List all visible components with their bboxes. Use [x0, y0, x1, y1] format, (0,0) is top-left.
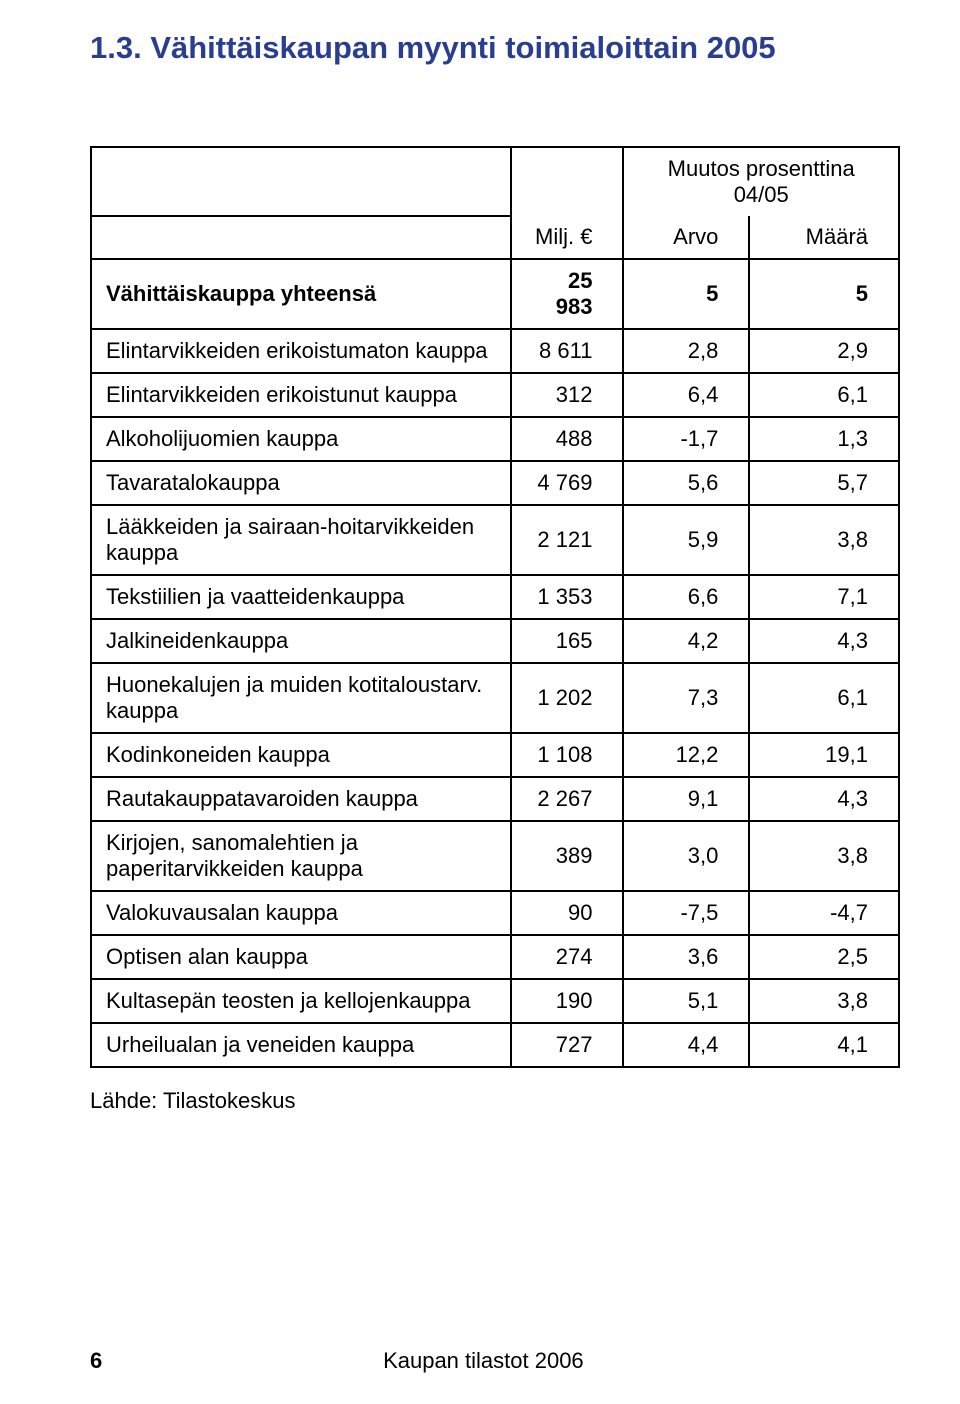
row-value: 312: [511, 373, 623, 417]
data-table: Muutos prosenttina 04/05Milj. €ArvoMäärä…: [90, 146, 900, 1068]
row-value: -1,7: [623, 417, 749, 461]
table-row: Vähittäiskauppa yhteensä25 98355: [91, 259, 899, 329]
row-label: Tavaratalokauppa: [91, 461, 511, 505]
row-label: Elintarvikkeiden erikoistunut kauppa: [91, 373, 511, 417]
row-value: 3,8: [749, 979, 899, 1023]
source-label: Lähde: Tilastokeskus: [90, 1088, 900, 1114]
row-value: 3,8: [749, 505, 899, 575]
row-value: 1 202: [511, 663, 623, 733]
row-value: 5,7: [749, 461, 899, 505]
row-label: Kirjojen, sanomalehtien ja paperitarvikk…: [91, 821, 511, 891]
header-empty: [91, 147, 511, 216]
row-value: 190: [511, 979, 623, 1023]
row-value: 6,4: [623, 373, 749, 417]
row-value: 1 353: [511, 575, 623, 619]
table-row: Kirjojen, sanomalehtien ja paperitarvikk…: [91, 821, 899, 891]
row-value: 12,2: [623, 733, 749, 777]
row-label: Elintarvikkeiden erikoistumaton kauppa: [91, 329, 511, 373]
header-row-2: Milj. €ArvoMäärä: [91, 216, 899, 259]
row-value: 5,1: [623, 979, 749, 1023]
row-value: 9,1: [623, 777, 749, 821]
row-value: 7,1: [749, 575, 899, 619]
row-value: 25 983: [511, 259, 623, 329]
row-value: -4,7: [749, 891, 899, 935]
table-row: Huonekalujen ja muiden kotitaloustarv. k…: [91, 663, 899, 733]
row-value: 3,8: [749, 821, 899, 891]
page: 1.3. Vähittäiskaupan myynti toimialoitta…: [0, 0, 960, 1404]
footer-text: Kaupan tilastot 2006: [108, 1348, 858, 1374]
row-value: 1,3: [749, 417, 899, 461]
row-label: Tekstiilien ja vaatteidenkauppa: [91, 575, 511, 619]
row-value: 2 267: [511, 777, 623, 821]
row-value: 4 769: [511, 461, 623, 505]
row-label: Urheilualan ja veneiden kauppa: [91, 1023, 511, 1067]
header-top: Muutos prosenttina 04/05: [623, 147, 899, 216]
table-row: Kodinkoneiden kauppa1 10812,219,1: [91, 733, 899, 777]
table-row: Tavaratalokauppa4 7695,65,7: [91, 461, 899, 505]
row-value: 4,4: [623, 1023, 749, 1067]
table-row: Elintarvikkeiden erikoistunut kauppa3126…: [91, 373, 899, 417]
row-value: 4,1: [749, 1023, 899, 1067]
table-body: Vähittäiskauppa yhteensä25 98355Elintarv…: [91, 259, 899, 1067]
row-value: 488: [511, 417, 623, 461]
row-label: Jalkineidenkauppa: [91, 619, 511, 663]
row-label: Vähittäiskauppa yhteensä: [91, 259, 511, 329]
row-value: 8 611: [511, 329, 623, 373]
table-row: Rautakauppatavaroiden kauppa2 2679,14,3: [91, 777, 899, 821]
table-row: Valokuvausalan kauppa90-7,5-4,7: [91, 891, 899, 935]
row-value: 727: [511, 1023, 623, 1067]
row-value: 2 121: [511, 505, 623, 575]
table-row: Optisen alan kauppa2743,62,5: [91, 935, 899, 979]
col-header: Määrä: [749, 216, 899, 259]
table-row: Kultasepän teosten ja kellojenkauppa1905…: [91, 979, 899, 1023]
table-row: Urheilualan ja veneiden kauppa7274,44,1: [91, 1023, 899, 1067]
row-label: Kodinkoneiden kauppa: [91, 733, 511, 777]
row-value: 90: [511, 891, 623, 935]
table-row: Elintarvikkeiden erikoistumaton kauppa8 …: [91, 329, 899, 373]
col-header: Milj. €: [511, 216, 623, 259]
header-empty-2: [91, 216, 511, 259]
row-value: 5,9: [623, 505, 749, 575]
row-value: 19,1: [749, 733, 899, 777]
header-row-1: Muutos prosenttina 04/05: [91, 147, 899, 216]
row-label: Kultasepän teosten ja kellojenkauppa: [91, 979, 511, 1023]
row-value: -7,5: [623, 891, 749, 935]
row-value: 4,3: [749, 619, 899, 663]
row-value: 3,0: [623, 821, 749, 891]
row-value: 6,6: [623, 575, 749, 619]
row-value: 389: [511, 821, 623, 891]
footer: 6 Kaupan tilastot 2006: [90, 1348, 900, 1374]
header-empty-milj: [511, 147, 623, 216]
row-label: Valokuvausalan kauppa: [91, 891, 511, 935]
row-value: 5,6: [623, 461, 749, 505]
row-value: 4,2: [623, 619, 749, 663]
table-row: Jalkineidenkauppa1654,24,3: [91, 619, 899, 663]
row-label: Alkoholijuomien kauppa: [91, 417, 511, 461]
table-row: Lääkkeiden ja sairaan-hoitarvikkeiden ka…: [91, 505, 899, 575]
footer-page-number: 6: [90, 1348, 102, 1374]
row-value: 2,5: [749, 935, 899, 979]
row-label: Huonekalujen ja muiden kotitaloustarv. k…: [91, 663, 511, 733]
row-label: Rautakauppatavaroiden kauppa: [91, 777, 511, 821]
row-value: 274: [511, 935, 623, 979]
row-value: 6,1: [749, 663, 899, 733]
page-title: 1.3. Vähittäiskaupan myynti toimialoitta…: [90, 30, 900, 66]
row-value: 7,3: [623, 663, 749, 733]
row-value: 3,6: [623, 935, 749, 979]
row-label: Lääkkeiden ja sairaan-hoitarvikkeiden ka…: [91, 505, 511, 575]
row-value: 5: [623, 259, 749, 329]
row-value: 165: [511, 619, 623, 663]
table-row: Alkoholijuomien kauppa488-1,71,3: [91, 417, 899, 461]
col-header: Arvo: [623, 216, 749, 259]
row-value: 6,1: [749, 373, 899, 417]
row-value: 1 108: [511, 733, 623, 777]
row-value: 4,3: [749, 777, 899, 821]
row-value: 2,9: [749, 329, 899, 373]
table-row: Tekstiilien ja vaatteidenkauppa1 3536,67…: [91, 575, 899, 619]
row-value: 5: [749, 259, 899, 329]
row-value: 2,8: [623, 329, 749, 373]
row-label: Optisen alan kauppa: [91, 935, 511, 979]
